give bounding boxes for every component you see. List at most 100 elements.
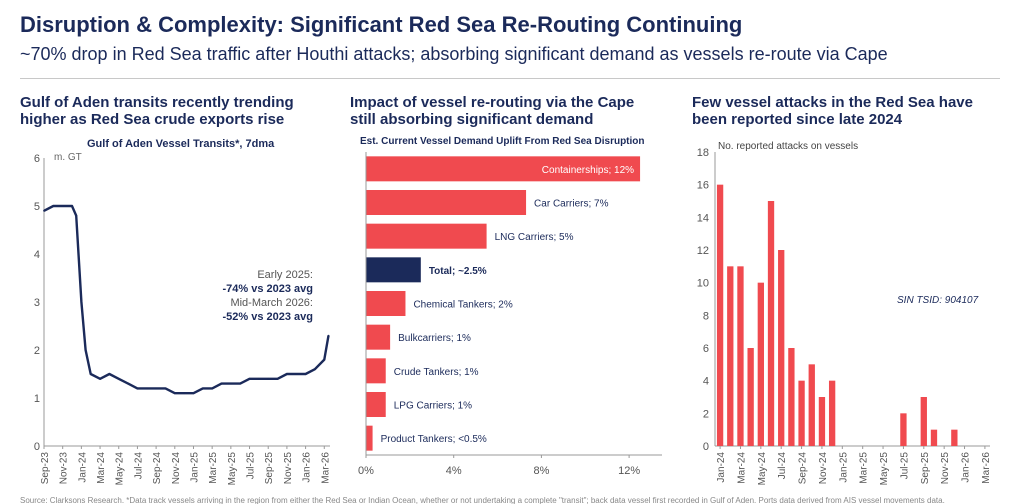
y-tick-label: 0 (34, 441, 40, 453)
x-tick-label: Jul-24 (777, 452, 788, 480)
x-tick-label: 12% (618, 465, 640, 477)
middle-panel-heading: Impact of vessel re-routing via the Cape… (350, 94, 634, 128)
y-tick-label: 6 (703, 343, 709, 355)
right-heading-line-1: Few vessel attacks in the Red Sea have (692, 94, 973, 111)
transits-data-point (52, 205, 55, 207)
x-tick-label: Mar-26 (981, 452, 992, 484)
transits-data-point (211, 387, 214, 390)
transits-data-point (257, 377, 260, 380)
attack-bar-Mar-24 (737, 266, 744, 446)
transits-data-point (43, 209, 45, 212)
chart-annotation: Early 2025: (257, 269, 313, 281)
bar-0 (366, 156, 641, 182)
transits-data-point (117, 377, 120, 380)
x-tick-label: Jul-25 (899, 452, 910, 480)
right-panel-heading: Few vessel attacks in the Red Sea have b… (692, 94, 973, 128)
unit-label: m. GT (54, 152, 82, 163)
x-tick-label: Sep-24 (152, 452, 163, 485)
x-tick-label: Mar-26 (320, 452, 331, 484)
x-tick-label: Nov-23 (59, 452, 70, 485)
x-tick-label: Jan-24 (77, 452, 88, 483)
x-tick-label: Jul-24 (133, 452, 144, 480)
bar-7 (366, 392, 386, 417)
transits-data-point (248, 377, 251, 380)
left-heading-line-1: Gulf of Aden transits recently trending (20, 94, 294, 111)
bar-label: Crude Tankers; 1% (394, 367, 479, 378)
x-tick-label: Mar-24 (736, 452, 747, 484)
bar-label: Chemical Tankers; 2% (413, 300, 512, 311)
transits-data-point (108, 373, 111, 375)
middle-heading-line-1: Impact of vessel re-routing via the Cape (350, 94, 635, 111)
transits-data-point (164, 387, 167, 390)
y-tick-label: 4 (703, 376, 709, 388)
middle-heading-line-2: still absorbing significant demand (350, 111, 594, 128)
transits-data-point (314, 368, 316, 371)
chart-title: Gulf of Aden Vessel Transits*, 7dma (87, 138, 275, 150)
bar-3 (366, 257, 421, 283)
chart-annotation: -52% vs 2023 avg (222, 311, 313, 323)
transits-data-point (201, 387, 204, 390)
page-title: Disruption & Complexity: Significant Red… (20, 12, 743, 37)
attack-bar-Jan-24 (716, 184, 724, 446)
x-tick-label: Jan-24 (716, 452, 727, 483)
gulf-of-aden-transits-chart: Gulf of Aden Vessel Transits*, 7dma m. GT… (34, 138, 331, 486)
x-tick-label: 4% (446, 465, 462, 477)
bar-label: Product Tankers; <0.5% (381, 434, 487, 445)
y-tick-label: 0 (703, 441, 709, 453)
y-tick-label: 3 (34, 297, 40, 309)
left-panel-heading: Gulf of Aden transits recently trending … (20, 94, 294, 128)
bar-4 (366, 291, 406, 316)
bar-2 (366, 223, 487, 249)
x-tick-label: Nov-24 (818, 452, 829, 485)
x-tick-label: Mar-25 (859, 452, 870, 484)
x-tick-label: 0% (358, 465, 374, 477)
attack-bar-Sep-24 (798, 380, 805, 446)
source-footnote: Source: Clarksons Research. *Data track … (20, 496, 945, 504)
vessel-demand-uplift-chart: Est. Current Vessel Demand Uplift From R… (358, 136, 662, 477)
chart-annotation: Mid-March 2026: (230, 297, 313, 309)
transits-data-point (239, 382, 242, 385)
transits-data-point (295, 373, 298, 375)
x-tick-label: May-24 (115, 452, 126, 486)
chart-annotation: SIN TSID: 904107 (897, 295, 979, 306)
x-tick-label: Jul-25 (246, 452, 257, 480)
transits-data-point (192, 392, 195, 395)
y-tick-label: 1 (34, 393, 40, 405)
bar-label: Total; ~2.5% (429, 266, 487, 277)
y-tick-label: 2 (34, 345, 40, 357)
attack-bar-Jun-24 (767, 201, 775, 446)
transits-data-point (229, 382, 232, 385)
x-tick-label: May-24 (757, 452, 768, 486)
y-tick-label: 6 (34, 153, 40, 165)
attack-bar-May-24 (757, 282, 764, 446)
transits-data-point (75, 214, 78, 217)
red-sea-attacks-chart: No. reported attacks on vessels 0 2 4 6 8 10 12… (697, 141, 992, 486)
attack-bar-Sep-25 (920, 397, 927, 446)
transits-data-point (183, 392, 186, 395)
x-tick-label: Mar-25 (208, 452, 219, 484)
transits-data-point (220, 382, 223, 385)
left-heading-line-2: higher as Red Sea crude exports rise (20, 111, 285, 128)
bar-label: LNG Carriers; 5% (495, 232, 574, 243)
transits-data-point (80, 301, 83, 303)
transits-series-line (43, 204, 330, 395)
x-tick-label: Sep-25 (920, 452, 931, 485)
chart-title: No. reported attacks on vessels (718, 141, 858, 152)
attack-bar-Dec-24 (828, 380, 836, 446)
x-tick-label: Jan-26 (961, 452, 972, 483)
y-tick-label: 2 (703, 408, 709, 420)
transits-data-point (89, 373, 92, 375)
bar-8 (366, 425, 373, 451)
chart-annotation: -74% vs 2023 avg (222, 283, 313, 295)
transits-data-point (327, 334, 330, 337)
transits-data-point (323, 358, 326, 361)
x-tick-label: Jan-26 (302, 452, 313, 483)
bar-6 (366, 358, 386, 384)
transits-data-point (276, 377, 279, 380)
y-tick-label: 8 (703, 310, 709, 322)
x-tick-label: Mar-24 (96, 452, 107, 484)
x-tick-label: Nov-24 (171, 452, 182, 485)
x-tick-label: Sep-25 (264, 452, 275, 485)
transits-data-point (84, 349, 87, 351)
y-tick-label: 16 (697, 180, 709, 192)
